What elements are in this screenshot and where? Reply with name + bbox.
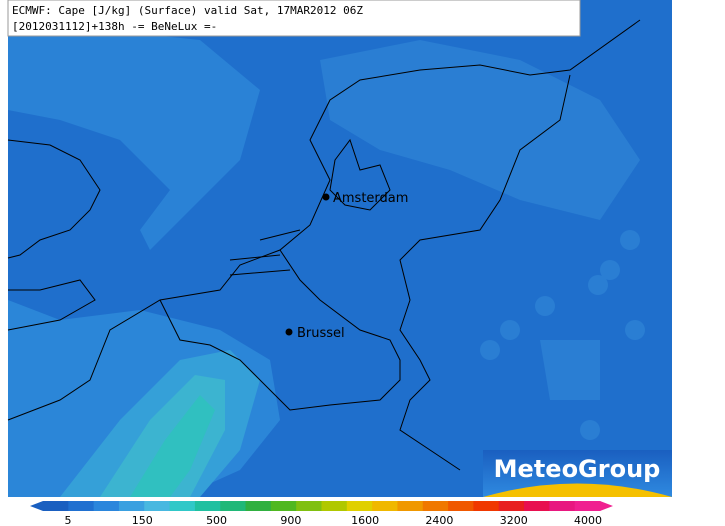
colorbar-segment (118, 501, 145, 511)
header-line: ECMWF: Cape [J/kg] (Surface) valid Sat, … (12, 4, 363, 17)
colorbar-segment (321, 501, 348, 511)
header-line: [2012031112]+138h -= BeNeLux =- (12, 20, 217, 33)
city-dot (285, 328, 293, 336)
city-label: Brussel (297, 326, 345, 341)
colorbar-segment (448, 501, 474, 511)
colorbar-tick-label: 4000 (574, 514, 602, 526)
colorbar-arrow (600, 501, 613, 511)
colorbar-tick-label: 900 (280, 514, 301, 526)
colorbar: 5 150 500 900 1600 2400 3200 4000 (30, 501, 613, 526)
colorbar-segment (194, 501, 221, 511)
cape-field (8, 20, 645, 497)
colorbar-segment (270, 501, 297, 511)
colorbar-segment (296, 501, 322, 511)
colorbar-tick-label: 500 (206, 514, 227, 526)
colorbar-segment (220, 501, 247, 511)
city-dot (322, 193, 330, 201)
cities: Amsterdam Brussel (285, 191, 408, 341)
colorbar-tick-label: 5 (65, 514, 72, 526)
logo-text: MeteoGroup (494, 455, 661, 483)
colorbar-segment (144, 501, 171, 511)
colorbar-tick-label: 150 (132, 514, 153, 526)
colorbar-segment (372, 501, 398, 511)
colorbar-segment (93, 501, 120, 511)
colorbar-segment (43, 501, 69, 511)
colorbar-segment (524, 501, 550, 511)
colorbar-arrow (30, 501, 43, 511)
colorbar-tick-label: 1600 (351, 514, 379, 526)
header-box (7, 0, 581, 37)
colorbar-segment (498, 501, 525, 511)
colorbar-segment (574, 501, 601, 511)
logo: MeteoGroup (483, 450, 672, 497)
colorbar-segment (245, 501, 272, 511)
colorbar-segment (346, 501, 373, 511)
colorbar-segment (549, 501, 576, 511)
city-label: Amsterdam (333, 191, 408, 206)
colorbar-segment (422, 501, 449, 511)
colorbar-tick-label: 2400 (425, 514, 453, 526)
colorbar-segment (473, 501, 500, 511)
coastlines-borders (7, 19, 641, 471)
colorbar-segment (68, 501, 95, 511)
colorbar-segment (397, 501, 424, 511)
colorbar-tick-label: 3200 (500, 514, 528, 526)
colorbar-segment (169, 501, 196, 511)
